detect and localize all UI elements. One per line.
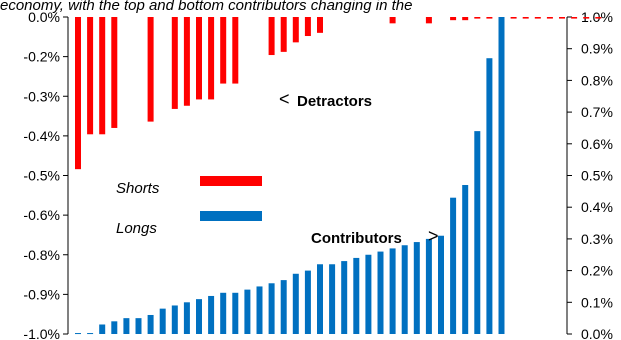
left-axis-tick-label: -0.9% [23, 286, 60, 302]
shorts-bar-28 [571, 17, 578, 19]
shorts-bar-26 [546, 17, 553, 19]
shorts-bar-20 [474, 17, 481, 19]
longs-bar-26 [389, 248, 396, 334]
shorts-bar-23 [510, 17, 517, 19]
longs-bar-31 [450, 197, 457, 334]
right-axis-tick-label: 0.2% [581, 263, 613, 279]
right-axis-tick-label: 0.0% [581, 326, 613, 340]
longs-bar-24 [365, 254, 372, 334]
shorts-bar-24 [522, 17, 529, 19]
longs-bar-6 [147, 314, 154, 334]
shorts-series [75, 17, 602, 170]
shorts-bar-14 [304, 17, 311, 37]
contributors-arrow: > [428, 226, 439, 246]
left-axis-tick-label: -0.4% [23, 128, 60, 144]
detractors-label: Detractors [297, 93, 372, 110]
shorts-bar-8 [208, 17, 215, 100]
left-axis-tick-label: -0.3% [23, 88, 60, 104]
shorts-bar-19 [462, 17, 469, 21]
longs-bar-1 [87, 333, 94, 335]
longs-bar-35 [498, 17, 505, 334]
contributors-label: Contributors [311, 230, 402, 247]
longs-bar-7 [159, 308, 166, 334]
right-axis-tick-label: 0.1% [581, 294, 613, 310]
longs-bar-4 [123, 318, 130, 334]
longs-bar-20 [317, 264, 323, 334]
shorts-bar-1 [87, 17, 94, 135]
right-axis-ticks: 1.0%0.9%0.8%0.7%0.6%0.5%0.4%0.3%0.2%0.1%… [567, 9, 613, 340]
longs-bar-14 [244, 289, 251, 334]
longs-bar-18 [292, 273, 299, 334]
left-axis-ticks: 0.0% -0.2% -0.3% -0.4% -0.5% -0.6% -0.8% -0.9% -… [23, 9, 68, 340]
longs-bar-9 [183, 302, 190, 334]
right-axis-tick-label: 0.9% [581, 41, 613, 57]
shorts-bar-27 [559, 17, 565, 19]
shorts-bar-4 [147, 17, 154, 122]
longs-series [75, 17, 505, 335]
longs-bar-13 [232, 292, 239, 334]
longs-bar-15 [256, 286, 263, 334]
left-axis-tick-label: 0.0% [28, 9, 60, 25]
right-axis-tick-label: 0.7% [581, 104, 613, 120]
left-axis-tick-label: -0.5% [23, 168, 60, 184]
right-axis-tick-label: 0.4% [581, 199, 613, 215]
longs-bar-19 [304, 270, 311, 334]
shorts-bar-6 [183, 17, 190, 106]
shorts-bar-21 [486, 17, 493, 19]
right-axis-tick-label: 0.6% [581, 136, 613, 152]
chart-title-fragment: economy, with the top and bottom contrib… [0, 0, 412, 14]
shorts-bar-9 [220, 17, 227, 84]
longs-bar-8 [171, 305, 178, 334]
longs-bar-27 [401, 245, 408, 334]
longs-bar-17 [280, 280, 287, 334]
longs-bar-33 [474, 131, 481, 334]
left-axis-tick-label: -0.8% [23, 247, 60, 263]
longs-bar-21 [329, 264, 336, 334]
shorts-bar-7 [196, 17, 202, 100]
shorts-bar-25 [534, 17, 541, 19]
longs-bar-16 [268, 283, 275, 334]
shorts-bar-15 [317, 17, 323, 33]
shorts-bar-17 [425, 17, 432, 24]
longs-bar-32 [462, 185, 469, 334]
longs-bar-10 [196, 299, 202, 334]
shorts-bar-13 [292, 17, 299, 43]
longs-bar-3 [111, 321, 118, 334]
longs-bar-25 [377, 251, 384, 334]
shorts-bar-2 [99, 17, 106, 135]
longs-bar-12 [220, 292, 227, 334]
detractors-arrow: < [279, 89, 290, 109]
right-axis-tick-label: 0.5% [581, 168, 613, 184]
longs-bar-28 [413, 242, 420, 334]
shorts-bar-18 [450, 17, 457, 21]
left-axis-tick-label: -0.2% [23, 49, 60, 65]
shorts-bar-12 [280, 17, 287, 52]
legend-longs-swatch [200, 211, 262, 221]
shorts-bar-3 [111, 17, 118, 128]
left-axis-tick-label: -0.6% [23, 207, 60, 223]
shorts-bar-30 [595, 17, 602, 19]
longs-bar-0 [75, 333, 81, 335]
legend-longs-label: Longs [116, 220, 157, 237]
shorts-bar-16 [389, 17, 396, 24]
legend-shorts-label: Shorts [116, 180, 160, 197]
shorts-bar-11 [268, 17, 275, 56]
longs-bar-29 [425, 238, 432, 334]
legend-shorts-swatch [200, 176, 262, 186]
right-axis-tick-label: 0.3% [581, 231, 613, 247]
longs-bar-23 [353, 257, 360, 334]
shorts-bar-10 [232, 17, 239, 84]
right-axis-tick-label: 0.8% [581, 72, 613, 88]
shorts-bar-29 [583, 17, 590, 19]
longs-bar-5 [135, 318, 142, 334]
longs-bar-34 [486, 58, 493, 335]
longs-bar-2 [99, 324, 106, 334]
longs-bar-11 [208, 295, 215, 334]
shorts-bar-0 [75, 17, 81, 170]
longs-bar-22 [341, 261, 348, 334]
shorts-bar-5 [171, 17, 178, 109]
longs-bar-30 [438, 235, 444, 334]
left-axis-tick-label: -1.0% [23, 326, 60, 340]
